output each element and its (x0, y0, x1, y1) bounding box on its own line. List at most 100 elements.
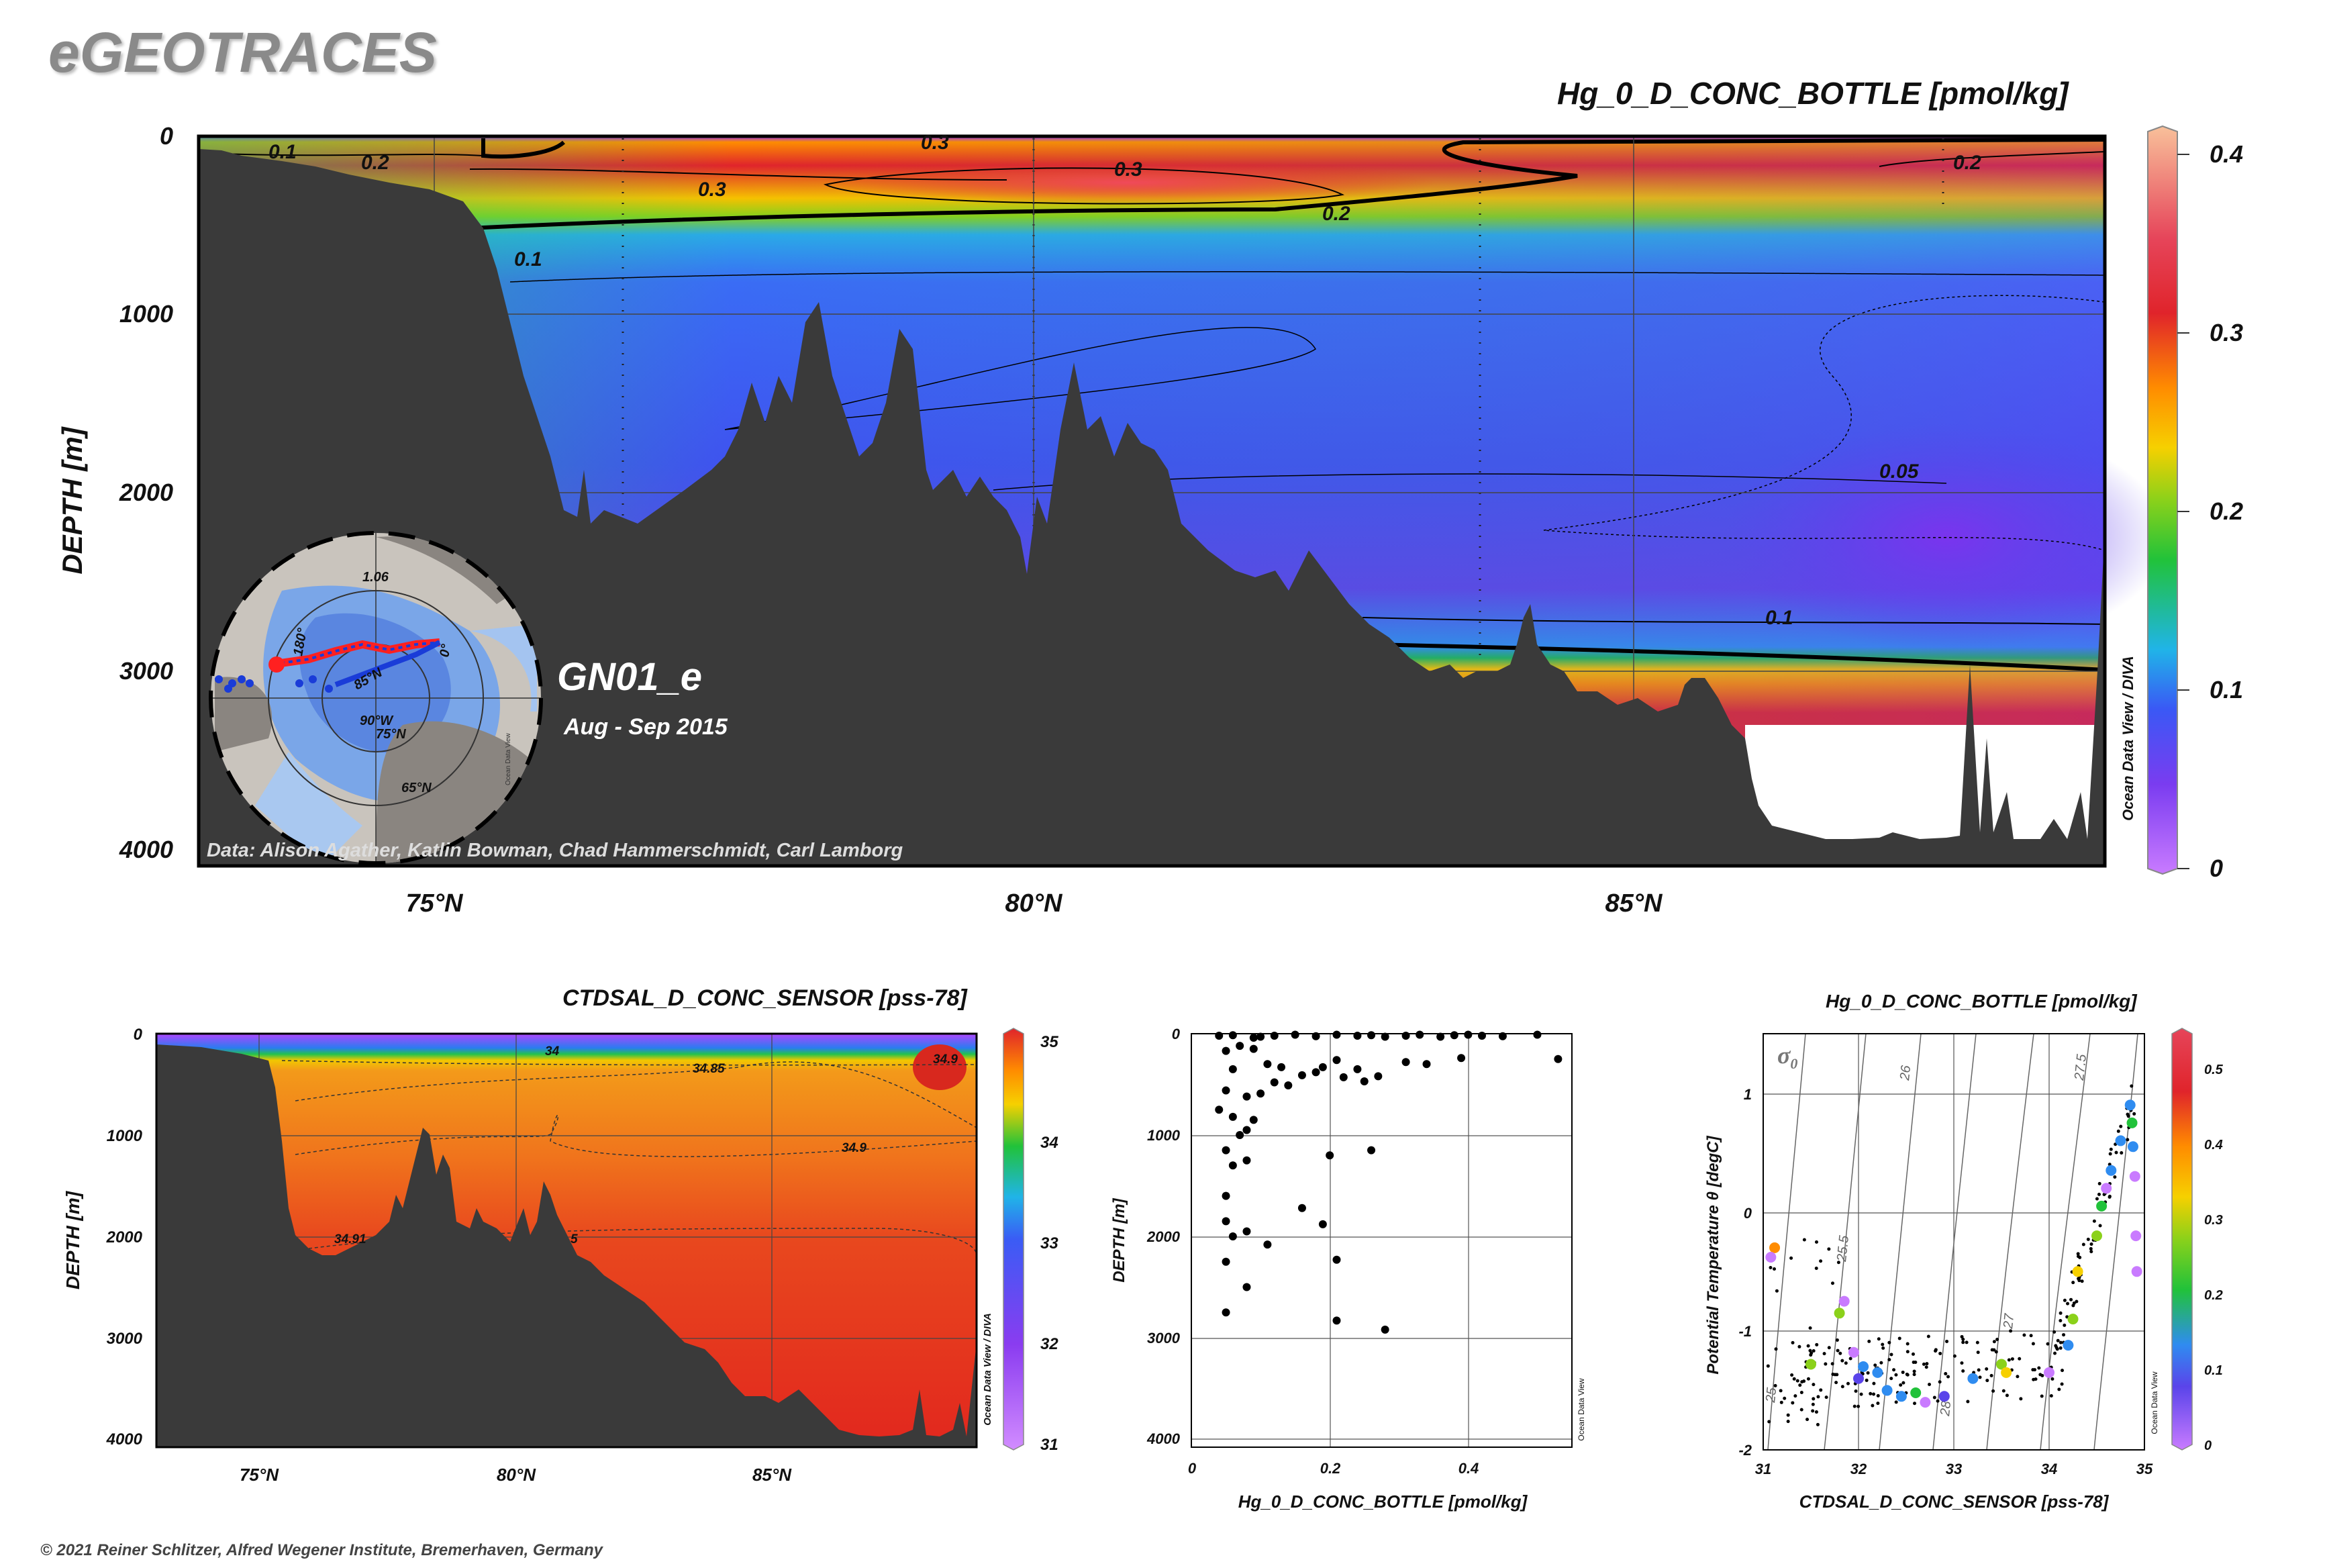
inset-map-label: 75°N (376, 727, 406, 742)
ts-background-point (2114, 1150, 2118, 1155)
profile-point (1222, 1086, 1230, 1095)
main-colorbar-tick: 0.2 (2210, 497, 2243, 525)
main-x-tick: 75°N (406, 889, 464, 918)
ts-background-point (1791, 1340, 1795, 1344)
ts-watermark: Ocean Data View (2150, 1371, 2159, 1434)
ts-background-point (1946, 1375, 1950, 1379)
profile-point (1215, 1106, 1224, 1114)
ts-background-point (1786, 1413, 1790, 1417)
profile-x-tick: 0 (1188, 1460, 1197, 1477)
main-contour-labels: 0.1 0.2 0.3 0.3 0.3 0.2 0.2 0.1 0.05 0.1 (268, 132, 1981, 629)
ts-background-point (1792, 1377, 1796, 1381)
sal-frame (155, 1032, 978, 1449)
ts-background-point (1887, 1358, 1891, 1362)
ts-background-point (1830, 1362, 1834, 1366)
ts-background-point (1985, 1367, 1989, 1371)
profile-point (1367, 1146, 1376, 1155)
ts-background-point (1905, 1372, 1909, 1376)
ts-colored-point (2115, 1135, 2126, 1146)
copyright-text: © 2021 Reiner Schlitzer, Alfred Wegener … (40, 1541, 603, 1559)
ts-colored-point (1765, 1252, 1777, 1263)
ts-colored-point (1858, 1361, 1869, 1372)
ts-colored-point (1805, 1359, 1816, 1370)
ts-background-point (1808, 1326, 1812, 1330)
ts-background-point (2029, 1334, 2033, 1338)
ts-background-point (2018, 1357, 2022, 1361)
ts-isopycnal-labels: 25 25.5 26 27 27.5 28 (1763, 1053, 2089, 1418)
ts-background-point (1814, 1410, 1818, 1414)
ts-x-label: CTDSAL_D_CONC_SENSOR [pss-78] (1799, 1491, 2110, 1512)
ts-background-point (1775, 1289, 1779, 1293)
ts-background-point (2076, 1252, 2080, 1256)
ts-background-point (1840, 1359, 1844, 1363)
ts-background-point (1985, 1379, 1989, 1383)
profile-point (1242, 1092, 1251, 1101)
profile-point (1222, 1191, 1230, 1200)
profile-y-ticks: 0 1000 2000 3000 4000 (1146, 1026, 1181, 1447)
sal-seafloor (156, 1044, 977, 1447)
ts-colored-point (1848, 1346, 1859, 1358)
profile-point (1256, 1032, 1265, 1041)
ts-background-point (1905, 1350, 1910, 1354)
ts-background-point (1773, 1383, 1777, 1387)
profile-point (1311, 1032, 1320, 1040)
ts-background-point (1945, 1339, 1949, 1343)
ts-background-point (2056, 1338, 2060, 1342)
ts-background-point (2095, 1197, 2099, 1201)
ts-colored-point (1967, 1373, 1979, 1384)
ts-background-point (1830, 1281, 1834, 1285)
ts-background-point (1871, 1404, 1875, 1408)
ts-background-point (1859, 1392, 1863, 1396)
ts-background-point (1992, 1340, 1996, 1344)
ts-background-point (1812, 1349, 1816, 1353)
ts-background-point (1876, 1402, 1880, 1406)
ts-colored-point (1895, 1391, 1907, 1402)
ts-x-ticks: 31 32 33 34 35 (1755, 1461, 2153, 1477)
profile-y-tick: 1000 (1147, 1127, 1181, 1144)
ts-background-point (1786, 1420, 1790, 1424)
ts-background-point (2037, 1366, 2041, 1370)
ts-colored-point (1769, 1242, 1781, 1253)
ts-background-point (2077, 1279, 2081, 1283)
ts-background-point (1901, 1381, 1905, 1385)
ts-background-point (1894, 1400, 1898, 1404)
ts-background-point (1779, 1389, 1783, 1393)
sal-colorbar-tick: 34 (1040, 1134, 1058, 1152)
ts-background-point (2052, 1330, 2057, 1334)
main-x-ticks: 75°N 80°N 85°N (406, 889, 1663, 918)
ts-background-point (2059, 1346, 2063, 1350)
ts-background-point (1977, 1368, 1981, 1372)
ts-colored-point (2072, 1266, 2083, 1277)
ts-background-point (1789, 1256, 1793, 1260)
ts-background-point (1783, 1396, 1787, 1400)
ts-background-point (1934, 1348, 1938, 1352)
main-x-tick: 80°N (1005, 889, 1063, 918)
ts-background-point (2130, 1084, 2134, 1088)
ts-background-point (1856, 1404, 1861, 1408)
ts-background-point (2059, 1311, 2063, 1315)
ts-colorbar-tick: 0 (2204, 1438, 2212, 1453)
ts-background-point (2009, 1329, 2013, 1333)
ts-background-point (2040, 1373, 2044, 1377)
main-surface-max (819, 160, 1436, 205)
ts-background-points (1766, 1084, 2136, 1426)
ts-background-point (2081, 1242, 2085, 1246)
main-x-tick: 85°N (1605, 889, 1663, 918)
ts-background-point (2063, 1323, 2067, 1327)
ts-background-point (1802, 1238, 1806, 1242)
main-colorbar-tick: 0.4 (2210, 140, 2243, 168)
ts-background-point (2097, 1192, 2101, 1196)
profile-point (1332, 1030, 1341, 1039)
ts-background-point (2022, 1333, 2026, 1337)
main-frame (197, 134, 2107, 868)
ts-background-point (2049, 1394, 2053, 1398)
profile-point (1401, 1058, 1410, 1067)
main-contours (198, 138, 2106, 672)
profile-y-tick: 3000 (1147, 1330, 1181, 1346)
profile-point (1457, 1054, 1466, 1063)
ts-background-point (1960, 1334, 1964, 1338)
inset-map-label: 90°W (360, 714, 394, 728)
ts-background-point (1877, 1337, 1881, 1341)
ts-background-point (1795, 1379, 1799, 1383)
